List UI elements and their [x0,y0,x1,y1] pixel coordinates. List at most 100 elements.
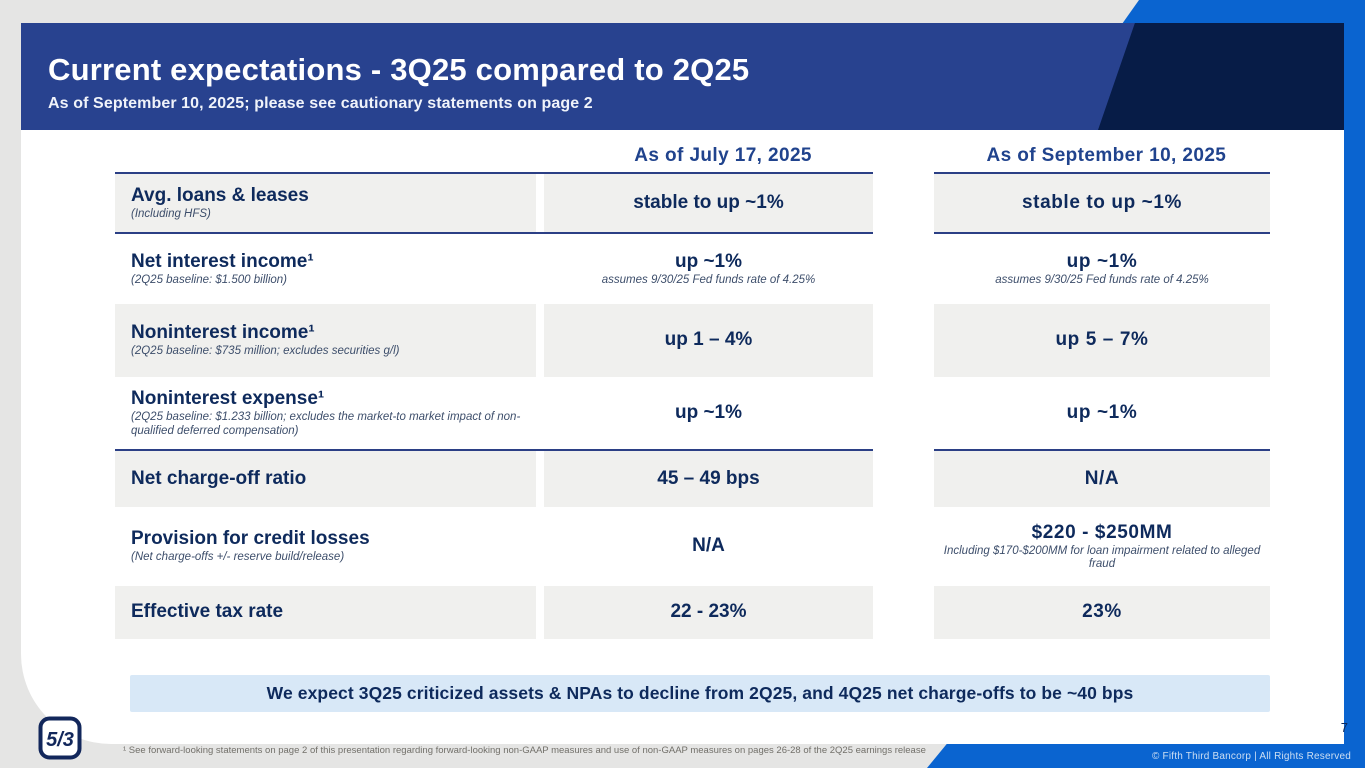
row-label-note: (2Q25 baseline: $1.500 billion) [131,273,287,286]
july-value: 22 - 23% [670,601,747,622]
page-number: 7 [1340,720,1348,735]
july-value: up 1 – 4% [664,329,753,350]
september-value: 23% [1082,601,1122,622]
footnote: ¹ See forward-looking statements on page… [123,745,926,756]
copyright-text: © Fifth Third Bancorp | All Rights Reser… [1151,750,1351,762]
row-label-note: (Including HFS) [131,207,211,220]
column-gap [873,451,934,507]
july-value-cell: up ~1% assumes 9/30/25 Fed funds rate of… [544,234,873,304]
table-row: Avg. loans & leases (Including HFS) stab… [115,174,1270,232]
july-value: up ~1% [674,401,743,423]
divider-segment [934,232,1270,234]
table-divider [115,172,1270,174]
row-label-note: (2Q25 baseline: $735 million; excludes s… [131,345,400,358]
september-value: up ~1% [1066,401,1138,423]
row-label: Provision for credit losses [131,528,370,550]
september-value-cell: N/A [934,451,1270,507]
column-gap [536,174,544,232]
row-label: Avg. loans & leases [131,184,309,206]
fifth-third-logo-icon: 5/3 [38,716,82,760]
table-row: Provision for credit losses (Net charge-… [115,507,1270,586]
row-label: Noninterest expense¹ [131,388,325,409]
table-divider [115,232,1270,234]
july-value-cell: up 1 – 4% [544,304,873,377]
column-gap [536,304,544,377]
row-label-cell: Provision for credit losses (Net charge-… [115,507,536,586]
row-label: Effective tax rate [131,601,284,622]
divider-segment [115,172,873,174]
july-value-cell: up ~1% [544,377,873,449]
row-label-cell: Noninterest income¹ (2Q25 baseline: $735… [115,304,536,377]
september-value: N/A [1084,467,1120,489]
row-label: Noninterest income¹ [131,322,315,344]
column-gap [536,586,544,639]
footer-band: © Fifth Third Bancorp | All Rights Reser… [927,744,1365,768]
july-value-cell: 22 - 23% [544,586,873,639]
column-gap [536,451,544,507]
right-accent-bar [1344,0,1365,768]
row-label-cell: Avg. loans & leases (Including HFS) [115,174,536,232]
july-value-note: assumes 9/30/25 Fed funds rate of 4.25% [601,274,816,286]
july-value: up ~1% [674,251,743,272]
row-label-cell: Net charge-off ratio [115,451,536,507]
column-gap [873,507,934,586]
divider-segment [115,449,873,451]
july-value: stable to up ~1% [633,191,784,213]
september-value-cell: up 5 – 7% [934,304,1270,377]
september-value: $220 - $250MM [1031,522,1173,543]
outlook-callout: We expect 3Q25 criticized assets & NPAs … [130,675,1270,712]
table-row: Net charge-off ratio 45 – 49 bps N/A [115,451,1270,507]
column-gap [536,507,544,586]
column-gap [873,174,934,232]
column-gap [536,234,544,304]
column-header-september: As of September 10, 2025 [986,145,1227,166]
column-header-july: As of July 17, 2025 [634,145,812,166]
july-value: 45 – 49 bps [657,467,760,489]
row-label-cell: Noninterest expense¹ (2Q25 baseline: $1.… [115,377,536,449]
september-value-cell: up ~1% [934,377,1270,449]
outlook-callout-text: We expect 3Q25 criticized assets & NPAs … [266,683,1134,703]
september-value-cell: 23% [934,586,1270,639]
september-value-cell: $220 - $250MM Including $170-$200MM for … [934,507,1270,586]
column-gap [873,234,934,304]
column-gap [873,586,934,639]
row-label-note: (2Q25 baseline: $1.233 billion; excludes… [131,411,521,437]
row-label: Net interest income¹ [131,250,314,272]
header-spacer [115,164,555,172]
slide-subtitle: As of September 10, 2025; please see cau… [48,95,593,112]
column-gap [873,304,934,377]
divider-segment [115,232,873,234]
divider-segment [934,172,1270,174]
table-divider [115,449,1270,451]
september-value-note: assumes 9/30/25 Fed funds rate of 4.25% [995,274,1209,286]
row-label-cell: Effective tax rate [115,586,536,639]
row-label: Net charge-off ratio [131,467,307,489]
header-navy-block [1098,23,1344,130]
divider-segment [934,449,1270,451]
fifth-third-logo-text: 5/3 [46,729,74,751]
row-label-note: (Net charge-offs +/- reserve build/relea… [131,551,345,564]
fifth-third-logo: 5/3 [38,716,82,760]
table-header-row: As of July 17, 2025 As of September 10, … [115,142,1270,172]
july-value-cell: stable to up ~1% [544,174,873,232]
september-value: stable to up ~1% [1021,191,1183,213]
expectations-table: As of July 17, 2025 As of September 10, … [115,142,1270,639]
top-right-accent-wedge [1122,0,1365,24]
july-value: N/A [692,535,725,556]
slide-title: Current expectations - 3Q25 compared to … [48,52,750,87]
table-row: Noninterest expense¹ (2Q25 baseline: $1.… [115,377,1270,449]
row-label-cell: Net interest income¹ (2Q25 baseline: $1.… [115,234,536,304]
table-row: Effective tax rate 22 - 23% 23% [115,586,1270,639]
column-gap [873,377,934,449]
september-value: up ~1% [1066,251,1138,272]
july-value-cell: 45 – 49 bps [544,451,873,507]
column-gap [536,377,544,449]
september-value: up 5 – 7% [1055,329,1149,350]
table-row: Net interest income¹ (2Q25 baseline: $1.… [115,234,1270,304]
september-value-note: Including $170-$200MM for loan impairmen… [943,545,1261,570]
september-value-cell: up ~1% assumes 9/30/25 Fed funds rate of… [934,234,1270,304]
september-value-cell: stable to up ~1% [934,174,1270,232]
july-value-cell: N/A [544,507,873,586]
table-row: Noninterest income¹ (2Q25 baseline: $735… [115,304,1270,377]
